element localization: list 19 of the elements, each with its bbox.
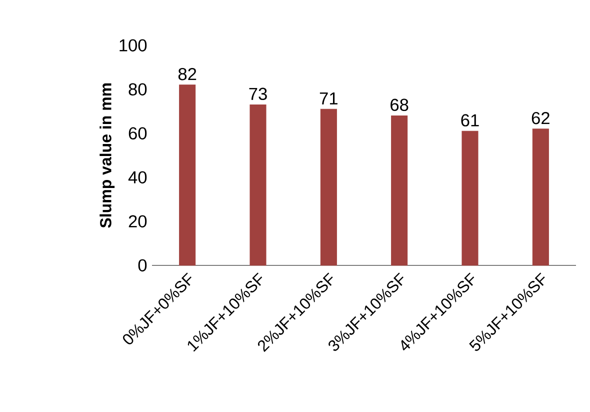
y-tick-label: 80 <box>128 83 147 96</box>
data-label: 61 <box>461 114 479 126</box>
bar <box>391 115 408 266</box>
data-label: 71 <box>320 92 338 104</box>
y-axis-title: Slump value in mm <box>100 83 115 228</box>
data-label: 73 <box>249 88 267 100</box>
data-label: 62 <box>532 112 550 124</box>
data-label: 82 <box>178 68 196 80</box>
bar <box>179 84 196 266</box>
bar <box>250 104 266 266</box>
y-tick-label: 100 <box>120 39 147 52</box>
bar <box>462 130 478 266</box>
y-tick-label: 20 <box>128 215 147 228</box>
data-label: 68 <box>390 98 408 112</box>
bar <box>532 128 549 266</box>
bar <box>320 108 337 266</box>
y-tick-label: 0 <box>138 259 147 272</box>
y-tick-label: 60 <box>128 127 147 140</box>
y-tick-label: 40 <box>128 171 147 184</box>
